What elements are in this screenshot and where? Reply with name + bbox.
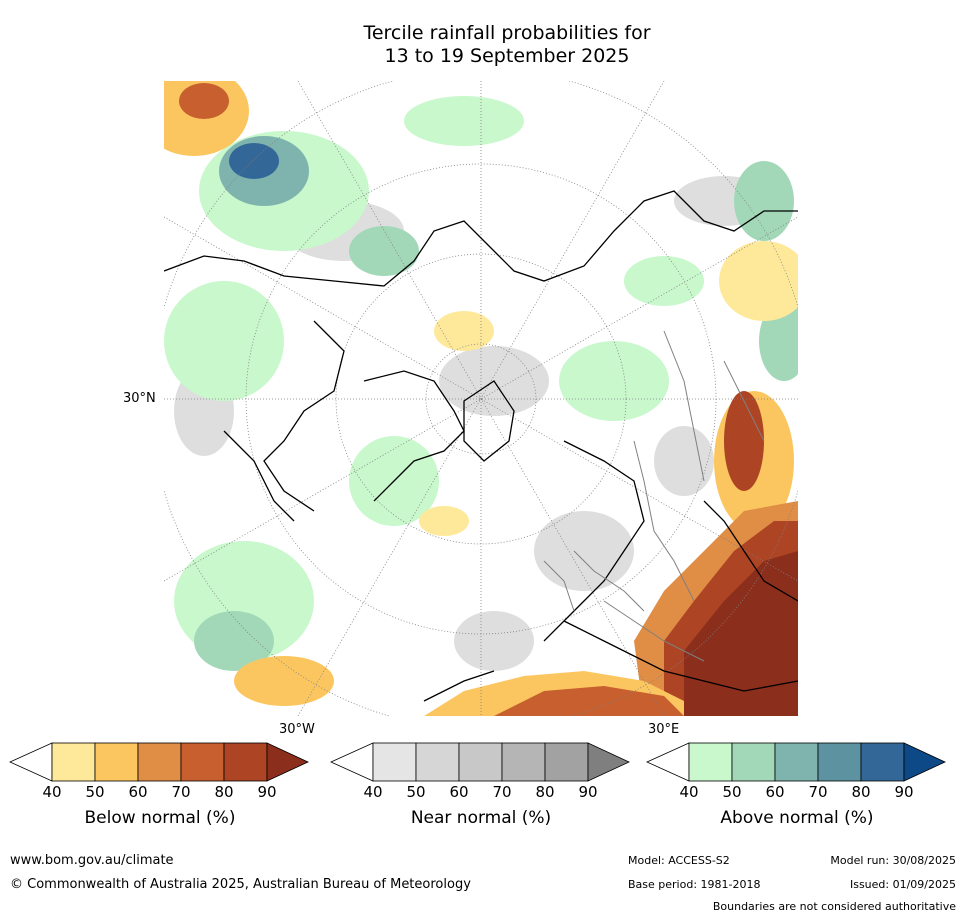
- colorbar-near-tick: 60: [449, 783, 469, 801]
- graticule: [164, 81, 798, 716]
- footer-base-period: Base period: 1981-2018: [628, 878, 761, 891]
- colorbar-swatch: [731, 742, 776, 782]
- footer-disclaimer: Boundaries are not considered authoritat…: [712, 900, 956, 913]
- footer-url: www.bom.gov.au/climate: [10, 853, 174, 868]
- title-line-2: 13 to 19 September 2025: [384, 45, 630, 67]
- colorbar-above-tick: 80: [851, 783, 871, 801]
- colorbar-above-normal-swatches: [646, 742, 946, 782]
- colorbar-swatch: [180, 742, 225, 782]
- country-borders: [543, 330, 765, 662]
- colorbar-swatch: [330, 742, 374, 782]
- colorbar-swatch: [587, 742, 630, 782]
- colorbar-above-tick: 60: [765, 783, 785, 801]
- colorbar-below-normal: [9, 742, 310, 782]
- colorbar-above-tick: 70: [808, 783, 828, 801]
- colorbar-swatch: [688, 742, 733, 782]
- latitude-label: 30°N: [123, 391, 156, 406]
- colorbar-swatch: [501, 742, 546, 782]
- below-normal-patches: [164, 81, 798, 716]
- colorbar-below-tick: 60: [128, 783, 148, 801]
- near-normal-patches: [174, 176, 774, 671]
- colorbar-swatch: [415, 742, 460, 782]
- colorbar-above-tick: 90: [894, 783, 914, 801]
- colorbar-above-tick: 40: [679, 783, 699, 801]
- forecast-map: [164, 81, 798, 716]
- above-normal-patches: [164, 96, 798, 671]
- colorbar-swatch: [266, 742, 309, 782]
- footer-model-run: Model run: 30/08/2025: [830, 854, 956, 867]
- colorbar-below-tick: 40: [42, 783, 62, 801]
- colorbar-swatch: [94, 742, 139, 782]
- colorbar-near-title: Near normal (%): [410, 808, 552, 828]
- colorbar-near-tick: 40: [363, 783, 383, 801]
- colorbar-swatch: [774, 742, 819, 782]
- colorbar-near-tick: 80: [535, 783, 555, 801]
- colorbar-swatch: [372, 742, 417, 782]
- colorbar-near-normal: [330, 742, 631, 782]
- colorbar-swatch: [860, 742, 905, 782]
- colorbar-below-title: Below normal (%): [84, 808, 236, 828]
- colorbar-below-tick: 90: [257, 783, 277, 801]
- colorbar-below-tick: 80: [214, 783, 234, 801]
- title-line-1: Tercile rainfall probabilities for: [363, 22, 651, 44]
- colorbar-near-normal-swatches: [330, 742, 630, 782]
- colorbar-swatch: [817, 742, 862, 782]
- colorbar-swatch: [137, 742, 182, 782]
- colorbar-swatch: [903, 742, 946, 782]
- coastlines: [164, 190, 798, 702]
- colorbar-above-tick: 50: [722, 783, 742, 801]
- longitude-label-east: 30°E: [648, 722, 680, 737]
- colorbar-swatch: [458, 742, 503, 782]
- colorbar-near-tick: 50: [406, 783, 426, 801]
- colorbar-below-tick: 70: [171, 783, 191, 801]
- colorbar-swatch: [646, 742, 690, 782]
- footer-issued: Issued: 01/09/2025: [849, 878, 956, 891]
- colorbar-near-tick: 90: [578, 783, 598, 801]
- map-canvas: [164, 81, 798, 716]
- map-title: Tercile rainfall probabilities for 13 to…: [0, 22, 965, 68]
- colorbar-near-tick: 70: [492, 783, 512, 801]
- footer-model: Model: ACCESS-S2: [628, 854, 730, 867]
- colorbar-swatch: [223, 742, 268, 782]
- footer-copyright: © Commonwealth of Australia 2025, Austra…: [10, 877, 471, 892]
- longitude-label-west: 30°W: [279, 722, 315, 737]
- colorbar-below-tick: 50: [85, 783, 105, 801]
- colorbar-swatch: [9, 742, 53, 782]
- colorbar-above-normal: [646, 742, 947, 782]
- colorbar-above-title: Above normal (%): [720, 808, 874, 828]
- colorbar-swatch: [544, 742, 589, 782]
- colorbar-swatch: [51, 742, 96, 782]
- colorbar-below-normal-swatches: [9, 742, 309, 782]
